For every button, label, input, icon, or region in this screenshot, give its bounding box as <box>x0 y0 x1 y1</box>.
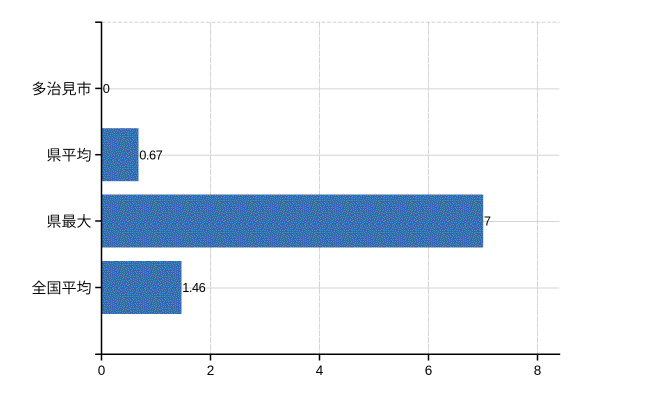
svg-text:6: 6 <box>425 363 433 378</box>
svg-text:0: 0 <box>103 81 110 96</box>
svg-text:2: 2 <box>207 363 215 378</box>
svg-text:4: 4 <box>316 363 324 378</box>
svg-text:0: 0 <box>98 363 106 378</box>
svg-text:1.46: 1.46 <box>182 280 205 295</box>
svg-text:8: 8 <box>534 363 542 378</box>
svg-text:7: 7 <box>484 214 491 229</box>
svg-text:0.67: 0.67 <box>139 147 162 162</box>
